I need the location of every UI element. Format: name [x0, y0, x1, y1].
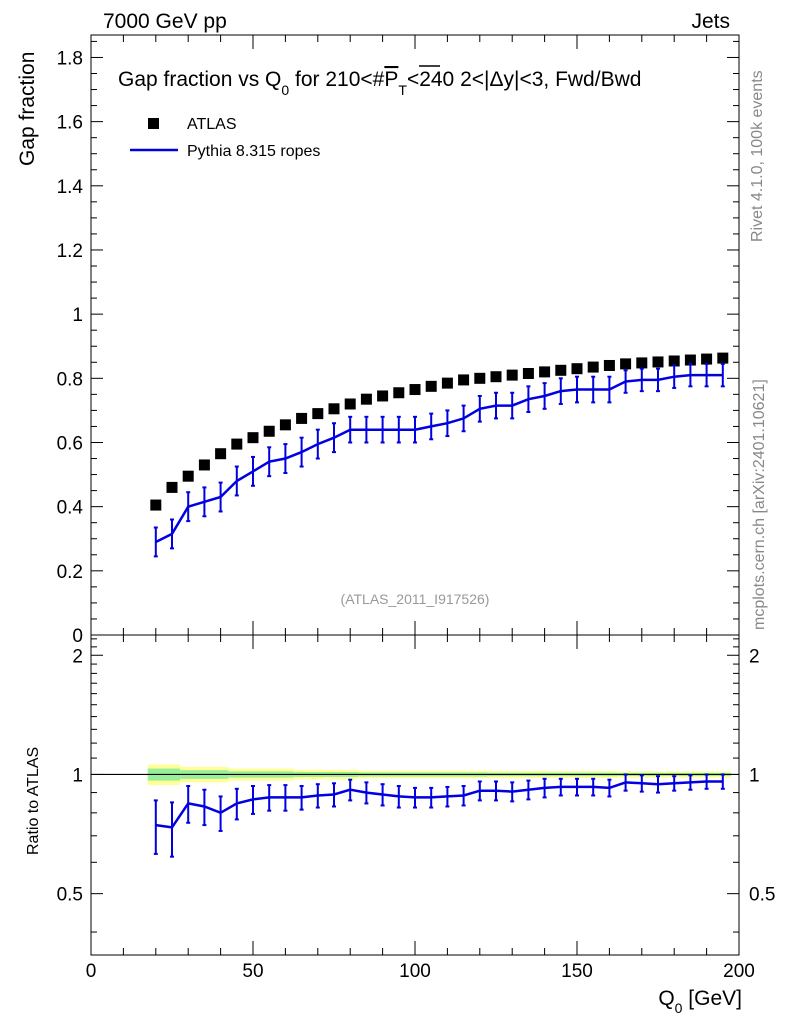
- atlas-data-point: [441, 377, 453, 389]
- atlas-data-point: [198, 459, 210, 471]
- ratio-y-axis-label: Ratio to ATLAS: [25, 747, 42, 855]
- legend-atlas-label: ATLAS: [187, 116, 237, 133]
- atlas-data-point: [263, 425, 275, 437]
- atlas-data-point: [393, 387, 405, 399]
- atlas-data-point: [652, 356, 664, 368]
- ratio-series-group: [153, 773, 725, 858]
- ratio-y-tick-label-right: 1: [749, 765, 760, 786]
- atlas-data-point: [539, 366, 551, 378]
- atlas-data-point: [360, 393, 372, 405]
- atlas-data-point: [636, 357, 648, 369]
- main-y-tick-label: 0.6: [57, 433, 83, 454]
- legend-atlas-marker: [148, 118, 159, 129]
- ratio-y-tick-label: 2: [72, 646, 83, 667]
- ratio-pythia-line: [155, 780, 723, 829]
- mcplots-label: mcplots.cern.ch [arXiv:2401.10621]: [751, 379, 768, 630]
- atlas-data-point: [474, 372, 486, 384]
- ratio-y-tick-label-right: 0.5: [749, 885, 775, 906]
- x-label-q: Q: [658, 987, 674, 1010]
- ratio-y-tick-label-right: 2: [749, 646, 760, 667]
- atlas-data-point: [247, 432, 259, 444]
- main-y-tick-label: 1.2: [57, 241, 83, 262]
- atlas-data-point: [684, 354, 696, 366]
- main-series-group: [150, 352, 729, 558]
- atlas-data-point: [458, 374, 470, 386]
- main-y-tick-label: 1.6: [57, 113, 83, 134]
- main-axis-ticks: 0 0.2 0.4 0.6 0.8 1 1.2 1.4 1.6 1.8: [57, 35, 740, 647]
- main-y-axis-label: Gap fraction: [16, 52, 39, 166]
- atlas-data-point: [377, 390, 389, 402]
- atlas-data-point: [425, 380, 437, 392]
- atlas-data-point: [344, 398, 356, 410]
- x-axis-label: Q0 [GeV]: [658, 987, 742, 1016]
- atlas-data-point: [215, 448, 227, 460]
- atlas-data-point: [328, 403, 340, 415]
- atlas-data-point: [587, 361, 599, 373]
- atlas-data-point: [296, 412, 308, 424]
- atlas-data-point: [166, 481, 178, 493]
- rivet-version-label: Rivet 4.1.0, 100k events: [749, 70, 766, 242]
- atlas-data-point: [506, 369, 518, 381]
- title-part-b: for 210<#: [289, 68, 384, 91]
- atlas-data-point: [490, 371, 502, 383]
- title-sub-a: 0: [281, 82, 289, 98]
- title-p: P: [384, 68, 398, 91]
- atlas-data-point: [182, 470, 194, 482]
- ratio-y-tick-label: 1: [72, 765, 83, 786]
- x-label-unit: [GeV]: [682, 987, 742, 1010]
- process-label: Jets: [691, 10, 730, 33]
- atlas-data-point: [571, 363, 583, 375]
- atlas-data-point: [620, 358, 632, 370]
- main-y-tick-label: 0.2: [57, 562, 83, 583]
- x-tick-label: 200: [723, 961, 755, 982]
- atlas-data-point: [717, 352, 729, 364]
- atlas-data-point: [231, 438, 243, 450]
- atlas-data-point: [150, 499, 162, 511]
- title-sub-t: T: [398, 82, 407, 98]
- main-y-tick-label: 1: [72, 305, 83, 326]
- ratio-axis-ticks: 0.5 0.5 1 1 2 2 0 50 100 150 200: [57, 635, 775, 982]
- x-tick-label: 0: [86, 961, 97, 982]
- chart-title: Gap fraction vs Q0 for 210<#PT<240 2<|Δy…: [118, 68, 641, 98]
- atlas-data-point: [668, 355, 680, 367]
- x-tick-label: 50: [242, 961, 263, 982]
- ratio-y-tick-label: 0.5: [57, 885, 83, 906]
- title-part-c: <240 2<|Δy|<3, Fwd/Bwd: [407, 68, 642, 91]
- energy-label: 7000 GeV pp: [103, 10, 227, 33]
- ratio-panel: 0.5 0.51 12 20 50 100 150 200 Ratio to ATLAS Q0…: [25, 634, 775, 1016]
- analysis-tag: (ATLAS_2011_I917526): [341, 591, 490, 607]
- main-y-tick-label: 1.4: [57, 177, 84, 198]
- pythia-line: [155, 373, 723, 544]
- atlas-data-point: [555, 364, 567, 376]
- main-y-tick-label: 1.8: [57, 48, 83, 69]
- atlas-data-point: [312, 408, 324, 420]
- main-y-tick-label: 0.8: [57, 369, 83, 390]
- atlas-data-point: [701, 353, 713, 365]
- main-y-tick-label: 0: [72, 626, 83, 647]
- atlas-data-point: [279, 419, 291, 431]
- ratio-plot-frame: [90, 634, 740, 956]
- x-tick-label: 100: [399, 961, 431, 982]
- legend-pythia-label: Pythia 8.315 ropes: [187, 143, 320, 160]
- atlas-data-point: [522, 368, 534, 380]
- title-part-a: Gap fraction vs Q: [118, 68, 281, 91]
- x-tick-label: 150: [561, 961, 593, 982]
- main-panel: 0 0.2 0.4 0.6 0.8 1 1.2 1.4 1.6 1.8 Gap fraction …: [16, 34, 740, 647]
- atlas-data-point: [409, 384, 421, 396]
- main-y-tick-label: 0.4: [57, 498, 84, 519]
- x-label-sub: 0: [675, 1000, 683, 1016]
- atlas-data-point: [603, 359, 615, 371]
